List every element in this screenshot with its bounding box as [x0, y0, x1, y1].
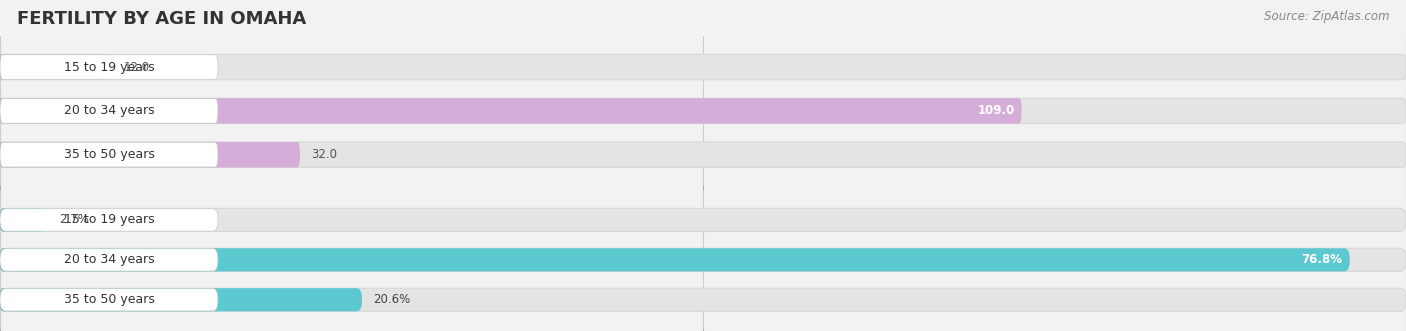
- FancyBboxPatch shape: [0, 54, 1406, 80]
- FancyBboxPatch shape: [0, 142, 299, 167]
- FancyBboxPatch shape: [0, 249, 218, 271]
- FancyBboxPatch shape: [0, 98, 1022, 123]
- FancyBboxPatch shape: [0, 55, 218, 79]
- FancyBboxPatch shape: [0, 142, 4, 167]
- FancyBboxPatch shape: [0, 248, 1406, 271]
- Text: 35 to 50 years: 35 to 50 years: [63, 293, 155, 306]
- FancyBboxPatch shape: [0, 208, 48, 231]
- Text: 20 to 34 years: 20 to 34 years: [63, 253, 155, 266]
- FancyBboxPatch shape: [0, 54, 4, 80]
- Text: 35 to 50 years: 35 to 50 years: [63, 148, 155, 161]
- Text: Source: ZipAtlas.com: Source: ZipAtlas.com: [1264, 10, 1389, 23]
- Text: 32.0: 32.0: [311, 148, 337, 161]
- FancyBboxPatch shape: [0, 208, 7, 231]
- FancyBboxPatch shape: [0, 142, 218, 167]
- FancyBboxPatch shape: [0, 98, 4, 123]
- FancyBboxPatch shape: [0, 248, 7, 271]
- Text: 15 to 19 years: 15 to 19 years: [63, 213, 155, 226]
- FancyBboxPatch shape: [0, 288, 7, 311]
- Text: FERTILITY BY AGE IN OMAHA: FERTILITY BY AGE IN OMAHA: [17, 10, 307, 28]
- Text: 15 to 19 years: 15 to 19 years: [63, 61, 155, 73]
- FancyBboxPatch shape: [0, 288, 1406, 311]
- FancyBboxPatch shape: [0, 248, 1350, 271]
- Text: 20.6%: 20.6%: [374, 293, 411, 306]
- FancyBboxPatch shape: [0, 54, 112, 80]
- Text: 20 to 34 years: 20 to 34 years: [63, 104, 155, 118]
- Text: 76.8%: 76.8%: [1302, 253, 1343, 266]
- FancyBboxPatch shape: [0, 142, 1406, 167]
- Text: 109.0: 109.0: [977, 104, 1015, 118]
- FancyBboxPatch shape: [0, 209, 218, 231]
- FancyBboxPatch shape: [0, 98, 1406, 123]
- Text: 2.7%: 2.7%: [59, 213, 89, 226]
- FancyBboxPatch shape: [0, 288, 363, 311]
- FancyBboxPatch shape: [0, 289, 218, 311]
- FancyBboxPatch shape: [0, 208, 1406, 231]
- FancyBboxPatch shape: [0, 99, 218, 123]
- Text: 12.0: 12.0: [124, 61, 150, 73]
